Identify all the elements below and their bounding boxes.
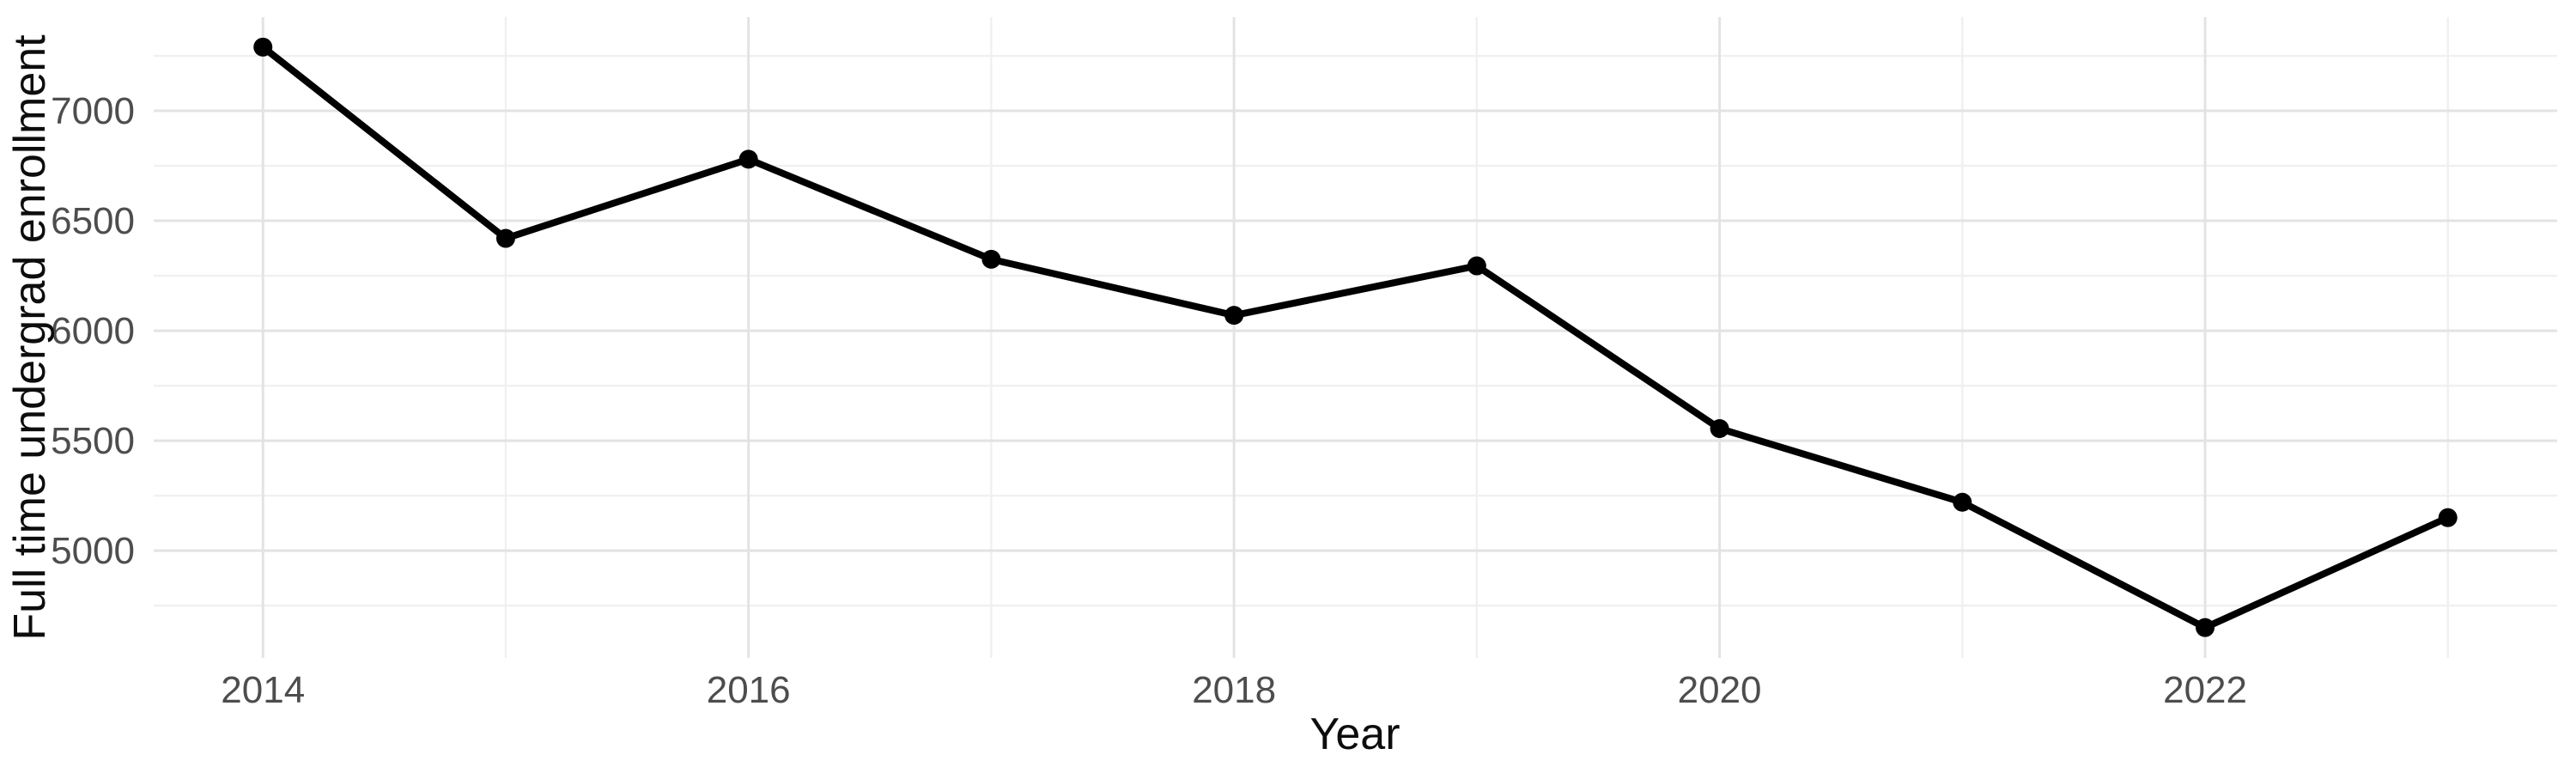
x-tick-label-2014: 2014: [221, 669, 305, 711]
x-tick-label-2022: 2022: [2163, 669, 2247, 711]
enrollment-line-series: [259, 43, 2451, 631]
x-tick-label-2018: 2018: [1192, 669, 1276, 711]
y-axis-tick-labels: 5000 5500 6000 6500 7000: [51, 90, 135, 572]
data-point-2020: [1710, 418, 1729, 438]
x-axis-title: Year: [1309, 709, 1400, 759]
data-point-2019: [1467, 256, 1486, 276]
y-tick-label-6500: 6500: [51, 200, 135, 242]
x-axis-tick-labels: 2014 2016 2018 2020 2022: [221, 669, 2247, 711]
y-axis-title: Full time undergrad enrollment: [5, 34, 55, 641]
enrollment-line: [259, 43, 2451, 631]
data-point-2023: [2438, 508, 2458, 527]
x-tick-label-2020: 2020: [1678, 669, 1762, 711]
major-gridlines: [154, 17, 2557, 658]
data-point-2022: [2196, 618, 2215, 637]
enrollment-data-points: [253, 37, 2458, 637]
y-tick-label-5500: 5500: [51, 420, 135, 462]
y-tick-label-6000: 6000: [51, 310, 135, 352]
x-tick-label-2016: 2016: [707, 669, 791, 711]
y-tick-label-7000: 7000: [51, 90, 135, 132]
y-tick-label-5000: 5000: [51, 530, 135, 572]
data-point-2016: [738, 149, 758, 169]
data-point-2014: [253, 37, 273, 57]
data-point-2018: [1224, 306, 1244, 326]
data-point-2017: [981, 249, 1001, 269]
data-point-2015: [495, 228, 515, 248]
data-point-2021: [1953, 492, 1972, 512]
